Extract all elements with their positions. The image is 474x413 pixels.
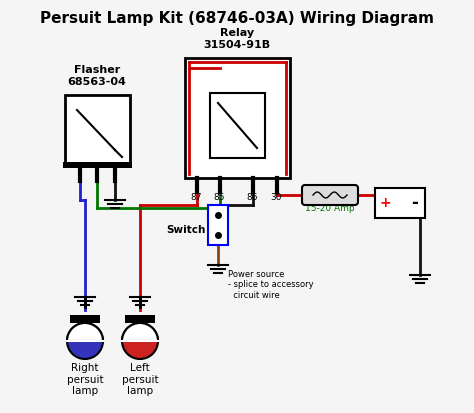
Text: 87: 87 (190, 194, 202, 202)
Text: 85: 85 (213, 194, 225, 202)
Bar (65, 95, 130, 165)
Text: Relay
31504-91B: Relay 31504-91B (203, 28, 271, 50)
Bar (185, 58, 290, 178)
Circle shape (122, 323, 158, 359)
Wedge shape (67, 323, 103, 341)
Text: Right
persuit
lamp: Right persuit lamp (67, 363, 103, 396)
Bar (70, 315, 100, 323)
Text: Left
persuit
lamp: Left persuit lamp (122, 363, 158, 396)
Text: Flasher
68563-04: Flasher 68563-04 (68, 65, 127, 87)
FancyBboxPatch shape (302, 185, 358, 205)
Text: 30: 30 (270, 194, 282, 202)
Wedge shape (122, 323, 158, 341)
Text: Power source
- splice to accessory
  circuit wire: Power source - splice to accessory circu… (228, 270, 314, 300)
Text: +: + (379, 196, 391, 210)
Bar (208, 205, 228, 245)
Bar (125, 315, 155, 323)
Text: -: - (411, 194, 419, 212)
Circle shape (67, 323, 103, 359)
Text: Persuit Lamp Kit (68746-03A) Wiring Diagram: Persuit Lamp Kit (68746-03A) Wiring Diag… (40, 10, 434, 26)
Bar (375, 188, 425, 218)
Text: 15-20 Amp: 15-20 Amp (305, 204, 355, 213)
Text: Switch: Switch (167, 225, 206, 235)
Bar (210, 93, 265, 158)
Text: 86: 86 (246, 194, 258, 202)
Bar (63, 162, 132, 168)
